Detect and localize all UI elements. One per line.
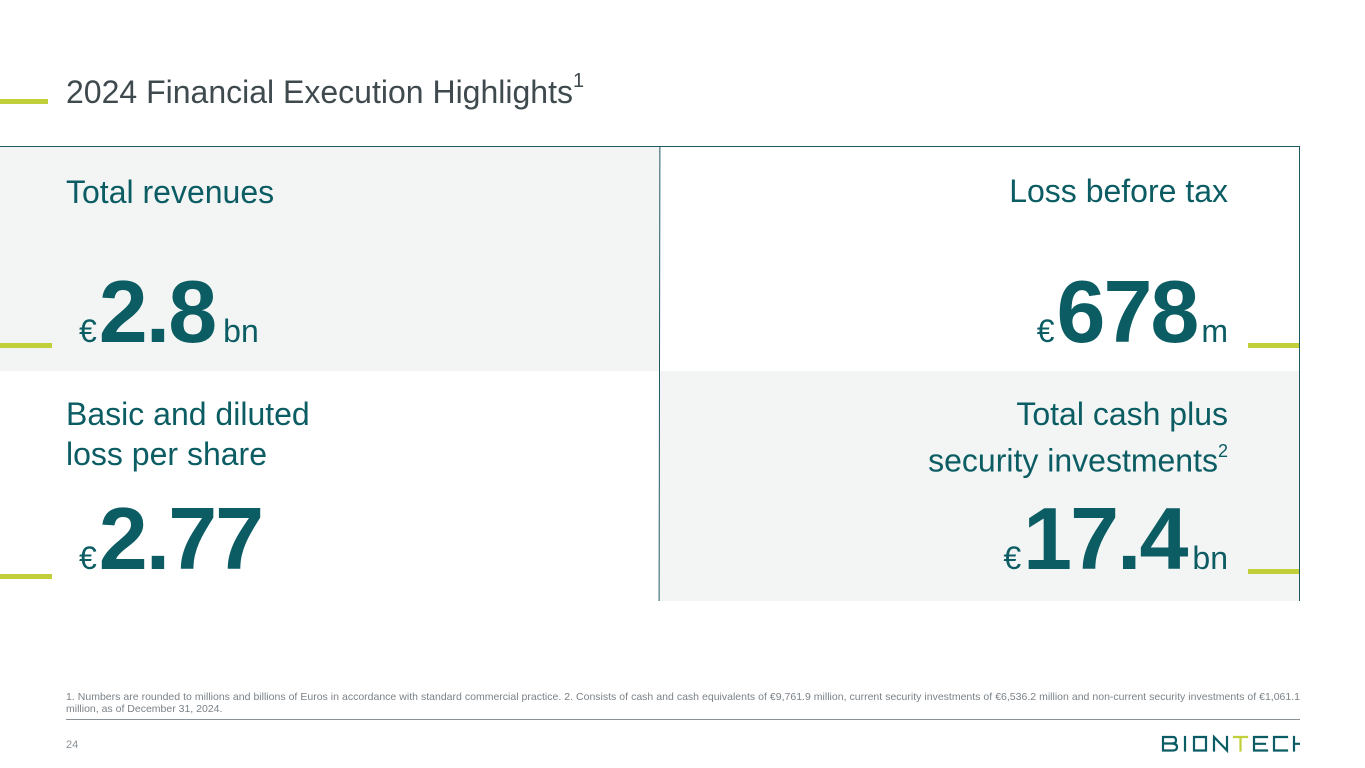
cash-metric: € 17.4 bn xyxy=(1003,495,1228,583)
revenues-metric: € 2.8 bn xyxy=(79,268,259,356)
revenues-accent-bar xyxy=(0,343,52,348)
revenues-value: 2.8 xyxy=(98,262,217,361)
loss-unit: m xyxy=(1201,313,1228,349)
biontech-logo xyxy=(1161,734,1300,754)
cash-label-line2: security investments2 xyxy=(928,441,1228,479)
cash-label-line1: Total cash plus xyxy=(1016,396,1228,432)
page-title: 2024 Financial Execution Highlights1 xyxy=(66,70,585,110)
grid-top-line xyxy=(0,146,1300,147)
eps-label-line2: loss per share xyxy=(66,436,267,472)
footnote: 1. Numbers are rounded to millions and b… xyxy=(66,691,1300,715)
loss-accent-bar xyxy=(1248,343,1299,348)
revenues-unit: bn xyxy=(223,313,259,349)
revenues-label: Total revenues xyxy=(66,174,275,210)
eps-label-line1: Basic and diluted xyxy=(66,396,310,432)
panel-cash-bg xyxy=(660,371,1300,601)
eps-value: 2.77 xyxy=(98,489,264,588)
eps-metric: € 2.77 xyxy=(79,489,264,588)
cash-unit: bn xyxy=(1192,540,1228,576)
grid-right-line xyxy=(1299,146,1300,601)
eps-accent-bar xyxy=(0,574,52,579)
loss-label: Loss before tax xyxy=(1009,173,1228,209)
page-number: 24 xyxy=(66,739,79,751)
eps-label: Basic and diluted loss per share xyxy=(66,394,310,474)
loss-value: 678 xyxy=(1056,262,1200,361)
cash-value: 17.4 xyxy=(1023,489,1188,588)
revenues-currency: € xyxy=(79,313,97,349)
cash-accent-bar xyxy=(1248,569,1299,574)
panel-revenues-bg xyxy=(0,147,660,371)
title-accent-bar xyxy=(0,99,48,104)
loss-metric: € 678 m xyxy=(1037,268,1228,356)
footer-divider xyxy=(66,719,1300,720)
loss-currency: € xyxy=(1036,313,1055,349)
cash-currency: € xyxy=(1003,540,1022,576)
cash-label: Total cash plus security investments2 xyxy=(928,394,1228,481)
eps-currency: € xyxy=(79,540,97,576)
